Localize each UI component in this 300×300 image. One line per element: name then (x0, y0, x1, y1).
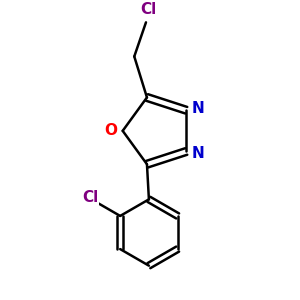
Text: O: O (104, 123, 118, 138)
Text: Cl: Cl (140, 2, 156, 17)
Text: N: N (191, 101, 204, 116)
Text: N: N (191, 146, 204, 161)
Text: Cl: Cl (82, 190, 98, 205)
